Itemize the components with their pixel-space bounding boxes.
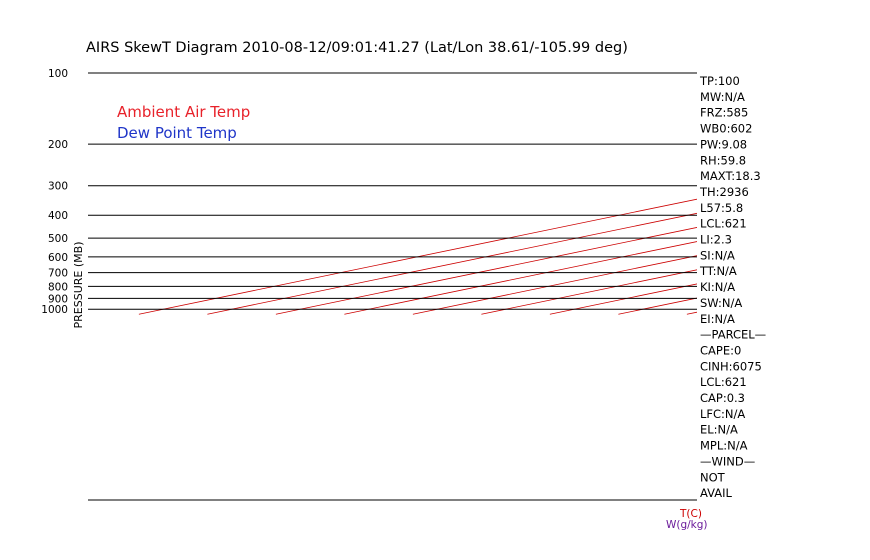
index-readout: LI:2.3 [700, 233, 732, 247]
index-readout: CAP:0.3 [700, 391, 745, 405]
index-readout: KI:N/A [700, 280, 735, 294]
index-readout: TH:2936 [699, 185, 749, 199]
y-axis-label: PRESSURE (MB) [72, 242, 85, 329]
index-readout: —PARCEL— [700, 328, 766, 342]
index-readout: CAPE:0 [700, 343, 741, 357]
pressure-tick-label: 100 [48, 68, 68, 80]
temp-unit-label: T(C) [679, 508, 702, 520]
index-readout: EL:N/A [700, 423, 738, 437]
index-readout: LCL:621 [700, 217, 747, 231]
index-readout: RH:59.8 [700, 153, 746, 167]
index-readout: EI:N/A [700, 312, 735, 326]
pressure-tick-label: 500 [48, 233, 68, 245]
isotherm-line [275, 227, 697, 315]
dry-adiabat-line [844, 73, 870, 314]
pressure-tick-label: 1000 [41, 304, 68, 316]
index-readout: L57:5.8 [700, 201, 743, 215]
isotherm-line [481, 269, 697, 315]
pressure-tick-label: 900 [48, 293, 68, 305]
pressure-tick-label: 300 [48, 181, 68, 193]
isotherm-line [412, 255, 697, 315]
index-readout: MAXT:18.3 [700, 169, 761, 183]
index-readout: PW:9.08 [700, 137, 747, 151]
chart-title: AIRS SkewT Diagram 2010-08-12/09:01:41.2… [86, 40, 628, 56]
isotherm-line [344, 241, 697, 315]
index-readout: MW:N/A [700, 90, 745, 104]
pressure-tick-label: 800 [48, 281, 68, 293]
index-readout: TT:N/A [699, 264, 737, 278]
pressure-tick-label: 200 [48, 139, 68, 151]
index-readout: SI:N/A [700, 248, 735, 262]
index-readout: —WIND— [700, 454, 755, 468]
index-readout: FRZ:585 [700, 106, 748, 120]
pressure-tick-label: 700 [48, 268, 68, 280]
index-readout: NOT [700, 470, 726, 484]
pressure-tick-label: 400 [48, 210, 68, 222]
pressure-tick-label: 600 [48, 252, 68, 264]
legend-entry: Ambient Air Temp [117, 103, 250, 121]
index-readout: LCL:621 [700, 375, 747, 389]
index-readout: AVAIL [700, 486, 733, 500]
isotherm-line [207, 212, 697, 315]
index-readout: SW:N/A [700, 296, 742, 310]
index-readout: LFC:N/A [700, 407, 745, 421]
isotherm-line [138, 198, 697, 315]
legend-entry: Dew Point Temp [117, 124, 237, 142]
index-readout: MPL:N/A [700, 439, 748, 453]
mixing-ratio-unit-label: W(g/kg) [666, 519, 708, 531]
index-readout: WB0:602 [700, 122, 752, 136]
index-readout: TP:100 [699, 74, 740, 88]
index-readout: CINH:6075 [700, 359, 762, 373]
isotherm-line [824, 73, 870, 314]
isotherm-line [755, 73, 870, 314]
